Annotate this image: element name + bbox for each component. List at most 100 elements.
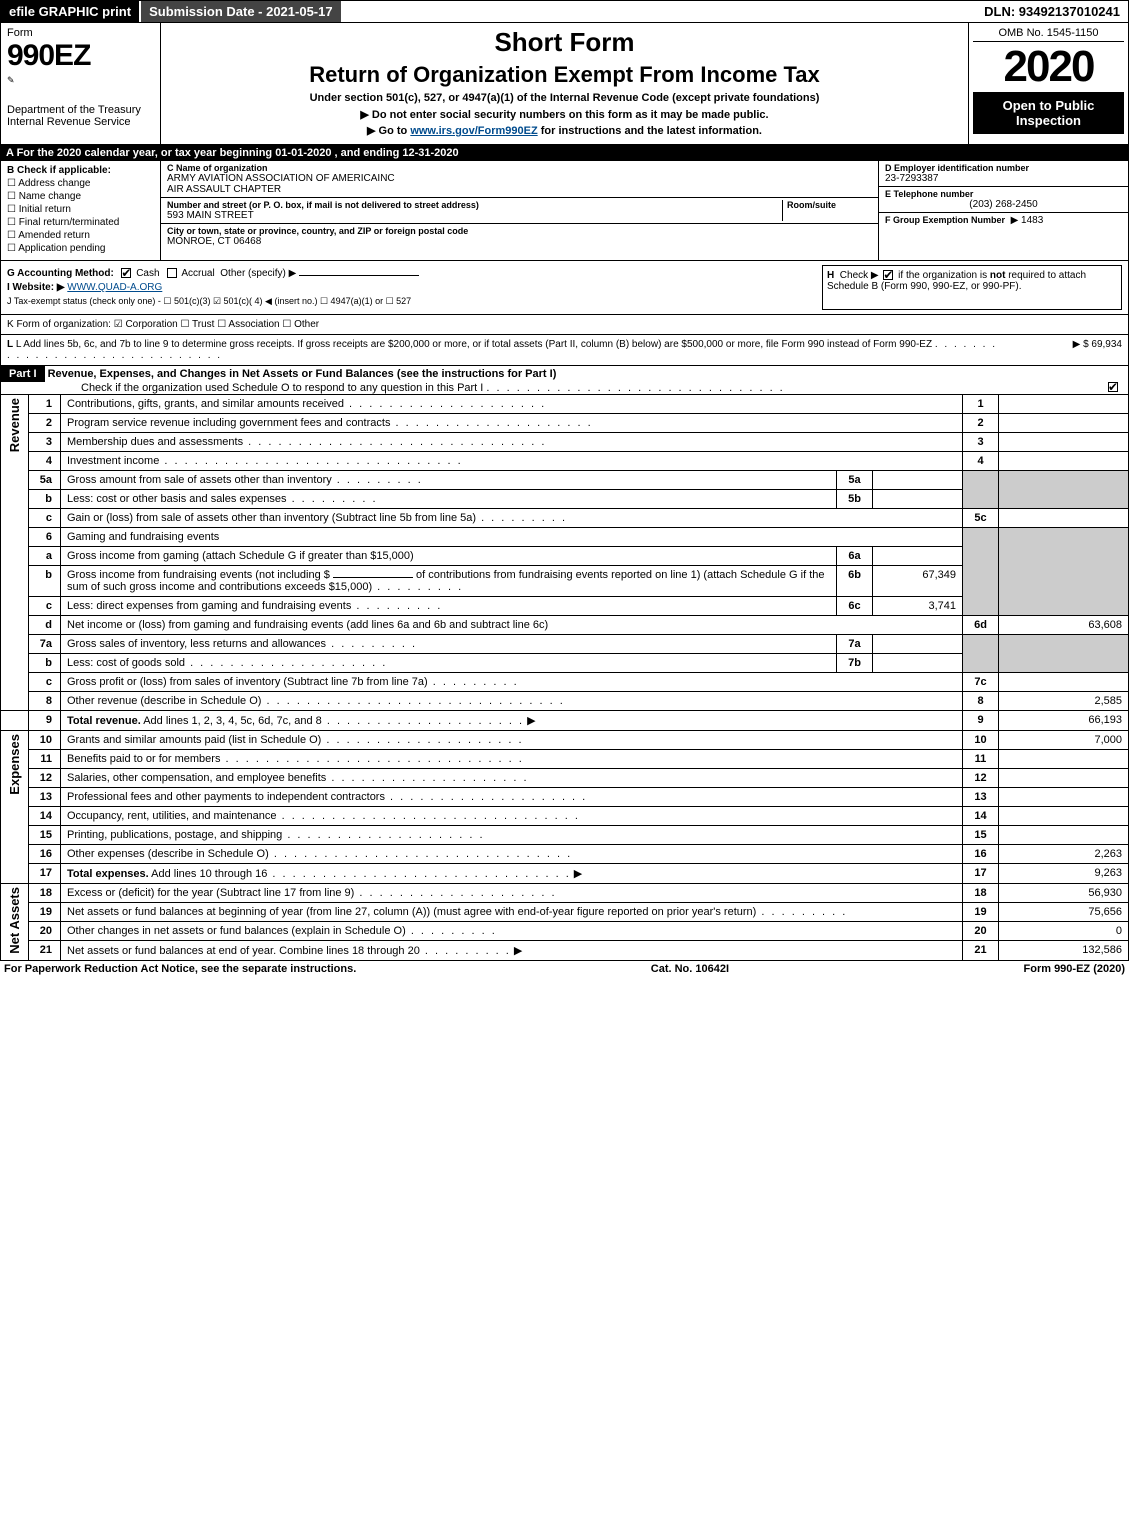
table-row: 8 Other revenue (describe in Schedule O)… [1,692,1129,711]
table-row: 14 Occupancy, rent, utilities, and maint… [1,807,1129,826]
part-i-check-note: Check if the organization used Schedule … [81,382,1106,394]
box-def: D Employer identification number 23-7293… [878,161,1128,260]
table-row: a Gross income from gaming (attach Sched… [1,547,1129,566]
check-h[interactable] [883,270,893,280]
part-i-label: Part I [1,366,45,382]
header-center: Short Form Return of Organization Exempt… [161,23,968,144]
header-left: Form 990EZ ✎ Department of the Treasury … [1,23,161,144]
expenses-table: Expenses 10 Grants and similar amounts p… [0,731,1129,884]
short-form-title: Short Form [169,27,960,58]
line-l: L L Add lines 5b, 6c, and 7b to line 9 t… [0,335,1129,366]
part-i-title: Revenue, Expenses, and Changes in Net As… [48,368,557,380]
room-label: Room/suite [787,200,872,210]
omb-no: OMB No. 1545-1150 [973,27,1124,42]
city-label: City or town, state or province, country… [167,226,872,236]
group-exempt-value: ▶ 1483 [1011,215,1044,226]
no-ssn-note: ▶ Do not enter social security numbers o… [169,108,960,121]
website-link[interactable]: WWW.QUAD-A.ORG [67,282,162,293]
table-row: 9 Total revenue. Add lines 1, 2, 3, 4, 5… [1,711,1129,731]
group-exempt-label: F Group Exemption Number [885,215,1005,225]
return-title: Return of Organization Exempt From Incom… [169,62,960,88]
dept-treasury: Department of the Treasury [7,104,154,116]
street-label: Number and street (or P. O. box, if mail… [167,200,782,210]
top-bar: efile GRAPHIC print Submission Date - 20… [0,0,1129,23]
info-block: B Check if applicable: ☐ Address change … [0,161,1129,261]
line-g: G Accounting Method: Cash Accrual Other … [7,268,822,279]
part-i-header: Part I Revenue, Expenses, and Changes in… [0,366,1129,395]
table-row: c Less: direct expenses from gaming and … [1,597,1129,616]
goto-note: ▶ Go to www.irs.gov/Form990EZ for instru… [169,124,960,137]
table-row: d Net income or (loss) from gaming and f… [1,616,1129,635]
form-number: 990EZ [7,39,154,73]
form-header: Form 990EZ ✎ Department of the Treasury … [0,23,1129,145]
irs-label: Internal Revenue Service [7,116,154,128]
table-row: c Gain or (loss) from sale of assets oth… [1,509,1129,528]
netassets-table: Net Assets 18 Excess or (deficit) for th… [0,884,1129,961]
org-name-1: ARMY AVIATION ASSOCIATION OF AMERICAINC [167,173,872,184]
efile-label[interactable]: efile GRAPHIC print [1,1,139,22]
table-row: 7a Gross sales of inventory, less return… [1,635,1129,654]
revenue-table: Revenue 1 Contributions, gifts, grants, … [0,395,1129,731]
ghijkl-block: G Accounting Method: Cash Accrual Other … [0,261,1129,315]
table-row: 16 Other expenses (describe in Schedule … [1,845,1129,864]
line-i: I Website: ▶ WWW.QUAD-A.ORG [7,282,822,293]
table-row: 19 Net assets or fund balances at beginn… [1,903,1129,922]
table-row: 13 Professional fees and other payments … [1,788,1129,807]
table-row: b Less: cost or other basis and sales ex… [1,490,1129,509]
city-value: MONROE, CT 06468 [167,236,872,247]
netassets-side-label: Net Assets [7,887,22,954]
ein-label: D Employer identification number [885,163,1122,173]
table-row: b Gross income from fundraising events (… [1,566,1129,597]
table-row: 20 Other changes in net assets or fund b… [1,922,1129,941]
phone-value: (203) 268-2450 [885,199,1122,210]
table-row: 4 Investment income 4 [1,452,1129,471]
ein-value: 23-7293387 [885,173,1122,184]
check-app-pending[interactable]: ☐ Application pending [7,243,154,254]
check-final-return[interactable]: ☐ Final return/terminated [7,217,154,228]
form-label: Form [7,27,154,39]
dln: DLN: 93492137010241 [976,1,1128,22]
table-row: 3 Membership dues and assessments 3 [1,433,1129,452]
schedule-o-checkbox[interactable] [1108,382,1118,392]
box-c: C Name of organization ARMY AVIATION ASS… [161,161,878,260]
table-row: 17 Total expenses. Add lines 10 through … [1,864,1129,884]
revenue-side-label: Revenue [7,398,22,452]
table-row: 5a Gross amount from sale of assets othe… [1,471,1129,490]
footer-center: Cat. No. 10642I [651,963,729,975]
table-row: Expenses 10 Grants and similar amounts p… [1,731,1129,750]
org-name-2: AIR ASSAULT CHAPTER [167,184,872,195]
table-row: 11 Benefits paid to or for members 11 [1,750,1129,769]
line-l-amount: ▶ $ 69,934 [1002,339,1122,361]
phone-label: E Telephone number [885,189,1122,199]
submission-date: Submission Date - 2021-05-17 [139,1,341,22]
irs-link[interactable]: www.irs.gov/Form990EZ [410,125,537,137]
line-h: H Check ▶ if the organization is not req… [822,265,1122,310]
check-initial-return[interactable]: ☐ Initial return [7,204,154,215]
expenses-side-label: Expenses [7,734,22,795]
box-b: B Check if applicable: ☐ Address change … [1,161,161,260]
open-public: Open to Public Inspection [973,92,1124,134]
table-row: Net Assets 18 Excess or (deficit) for th… [1,884,1129,903]
tax-year: 2020 [973,42,1124,92]
line-k: K Form of organization: ☑ Corporation ☐ … [0,315,1129,335]
table-row: 15 Printing, publications, postage, and … [1,826,1129,845]
org-name-label: C Name of organization [167,163,872,173]
table-row: c Gross profit or (loss) from sales of i… [1,673,1129,692]
table-row: 12 Salaries, other compensation, and emp… [1,769,1129,788]
check-address-change[interactable]: ☐ Address change [7,178,154,189]
line-j: J Tax-exempt status (check only one) - ☐… [7,296,822,307]
check-name-change[interactable]: ☐ Name change [7,191,154,202]
box-b-title: B Check if applicable: [7,165,154,176]
page-footer: For Paperwork Reduction Act Notice, see … [0,961,1129,977]
table-row: 21 Net assets or fund balances at end of… [1,941,1129,961]
check-accrual[interactable] [167,268,177,278]
footer-left: For Paperwork Reduction Act Notice, see … [4,963,356,975]
check-amended[interactable]: ☐ Amended return [7,230,154,241]
table-row: Revenue 1 Contributions, gifts, grants, … [1,395,1129,414]
header-right: OMB No. 1545-1150 2020 Open to Public In… [968,23,1128,144]
period-a: A For the 2020 calendar year, or tax yea… [0,145,1129,161]
footer-right: Form 990-EZ (2020) [1024,963,1126,975]
check-cash[interactable] [121,268,131,278]
under-section: Under section 501(c), 527, or 4947(a)(1)… [169,92,960,104]
table-row: b Less: cost of goods sold 7b [1,654,1129,673]
